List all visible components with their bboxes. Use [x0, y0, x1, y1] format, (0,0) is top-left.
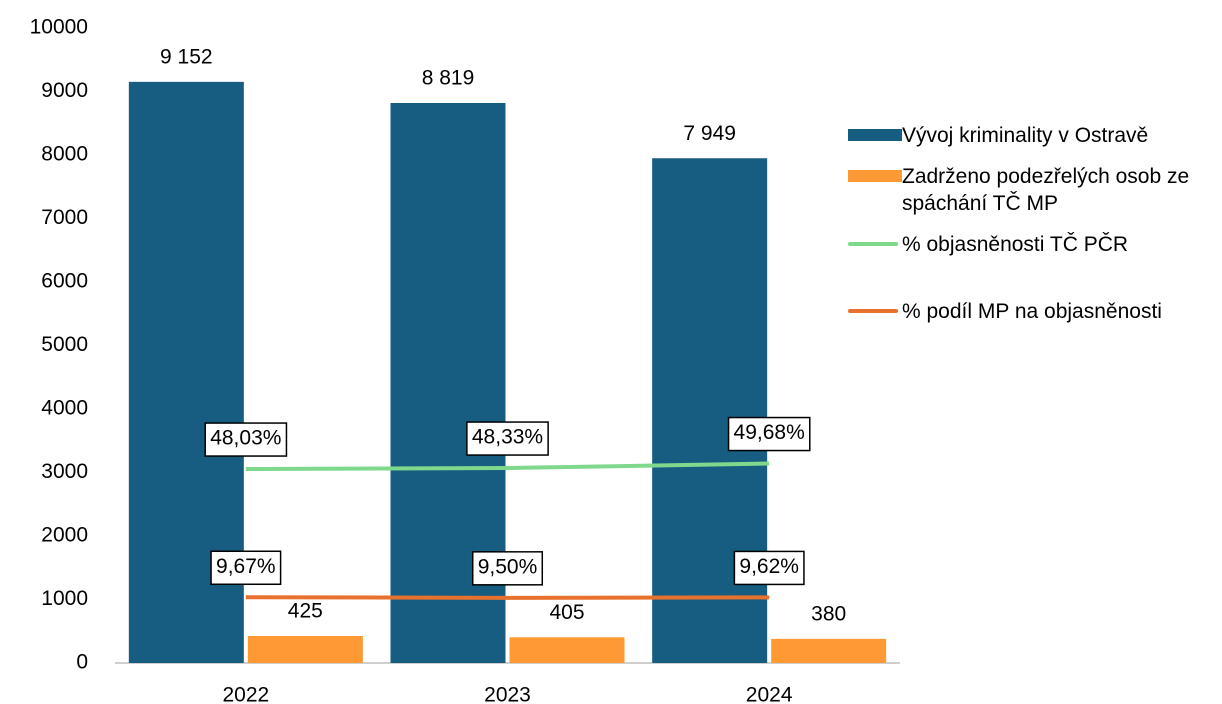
bar	[652, 158, 768, 663]
label-box	[471, 551, 544, 586]
data-label: 49,68%	[734, 421, 805, 444]
legend-swatch	[848, 242, 898, 246]
label-box	[204, 422, 288, 457]
legend: Vývoj kriminality v Ostravě Zadrženo pode…	[848, 122, 1218, 325]
data-label: 48,33%	[472, 426, 543, 449]
y-tick-label: 4000	[41, 397, 88, 420]
label-box	[466, 421, 549, 456]
y-tick-label: 1000	[41, 587, 88, 610]
data-label: 9,62%	[739, 555, 799, 578]
bar	[247, 636, 363, 663]
y-tick-label: 3000	[41, 460, 88, 483]
data-label: 9,67%	[216, 555, 276, 578]
y-tick-label: 9000	[41, 79, 88, 102]
y-tick-label: 8000	[41, 143, 88, 166]
x-tick-label: 2024	[746, 684, 793, 704]
bar	[771, 638, 887, 663]
data-label-box: 9,50%	[471, 551, 544, 586]
legend-label: Zadrženo podezřelých osob ze spáchání TČ…	[902, 165, 1190, 215]
y-tick-label: 0	[76, 651, 88, 674]
data-label: 380	[811, 602, 846, 625]
line	[245, 595, 770, 600]
legend-item: % objasněnosti TČ PČR	[848, 231, 1218, 258]
x-tick-label: 2023	[484, 684, 531, 704]
data-label-box: 49,68%	[727, 416, 811, 452]
legend-item: Vývoj kriminality v Ostravě	[848, 122, 1218, 149]
data-label-box: 9,67%	[210, 550, 282, 586]
data-label: 405	[549, 601, 584, 624]
data-label-box: 48,03%	[204, 422, 288, 457]
label-box	[733, 550, 805, 586]
legend-swatch	[848, 129, 902, 141]
data-label: 9 152	[160, 45, 213, 68]
data-label-box: 48,33%	[466, 421, 549, 456]
bar	[509, 637, 625, 663]
data-label: 8 819	[422, 67, 475, 90]
y-tick-label: 6000	[41, 270, 88, 293]
legend-label: % objasněnosti TČ PČR	[902, 233, 1129, 256]
data-label-box: 9,62%	[733, 550, 805, 586]
legend-swatch	[848, 170, 902, 182]
label-box	[210, 550, 282, 586]
label-box	[727, 416, 811, 452]
data-label: 425	[288, 600, 323, 623]
y-tick-label: 7000	[41, 206, 88, 229]
y-tick-label: 10000	[30, 16, 88, 39]
legend-item: Zadrženo podezřelých osob ze spáchání TČ…	[848, 163, 1218, 217]
x-tick-label: 2022	[222, 684, 269, 704]
y-tick-label: 2000	[41, 524, 88, 547]
legend-label: % podíl MP na objasněnosti	[902, 300, 1162, 323]
legend-swatch	[848, 309, 898, 313]
y-tick-label: 5000	[41, 333, 88, 356]
legend-label: Vývoj kriminality v Ostravě	[902, 124, 1149, 147]
data-label: 48,03%	[210, 427, 281, 450]
line	[245, 461, 770, 472]
legend-item: % podíl MP na objasněnosti	[848, 298, 1218, 325]
data-label: 9,50%	[478, 555, 538, 578]
data-label: 7 949	[683, 122, 736, 145]
